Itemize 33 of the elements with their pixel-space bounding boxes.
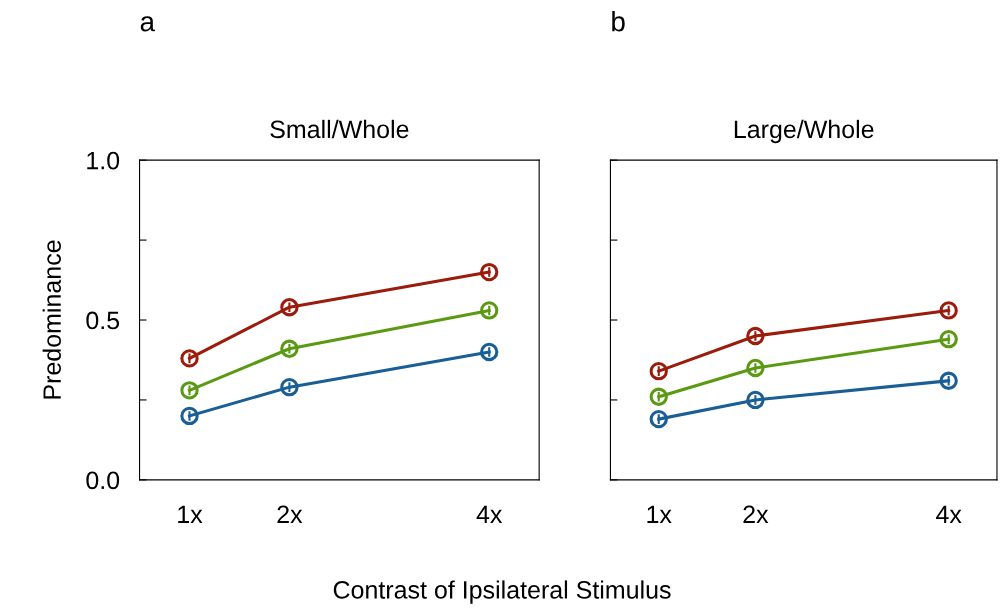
point [746,390,765,410]
x-tick-label: 2x [743,505,769,523]
point [180,406,199,426]
point [939,301,958,320]
x-tick-label: 1x [647,505,672,523]
point [746,358,765,378]
x-axis-title: Contrast of Ipsilateral Stimulus [333,580,671,604]
point [746,326,765,346]
point [939,371,958,390]
point [280,298,299,317]
y-axis-title: Predominance [42,240,61,399]
x-tick-label: 2x [277,505,303,523]
point [649,362,668,381]
point [480,301,499,320]
y-tick-label: 0.0 [86,471,120,490]
point [480,342,499,362]
x-tick-label: 1x [178,505,203,523]
text: b [612,11,625,32]
text: a [140,16,155,32]
chart-title: Large/Whole [734,119,874,144]
chart-title: Small/Whole [270,119,409,139]
point [180,349,199,368]
point [280,377,299,397]
point [939,330,958,349]
point [649,409,668,429]
y-tick-label: 1.0 [87,151,120,170]
point [649,387,668,406]
y-tick-label: 0.5 [86,311,120,330]
point [180,381,199,400]
point [280,339,299,358]
x-tick-label: 4x [936,505,962,523]
point [480,262,499,282]
x-tick-label: 4x [476,505,503,523]
